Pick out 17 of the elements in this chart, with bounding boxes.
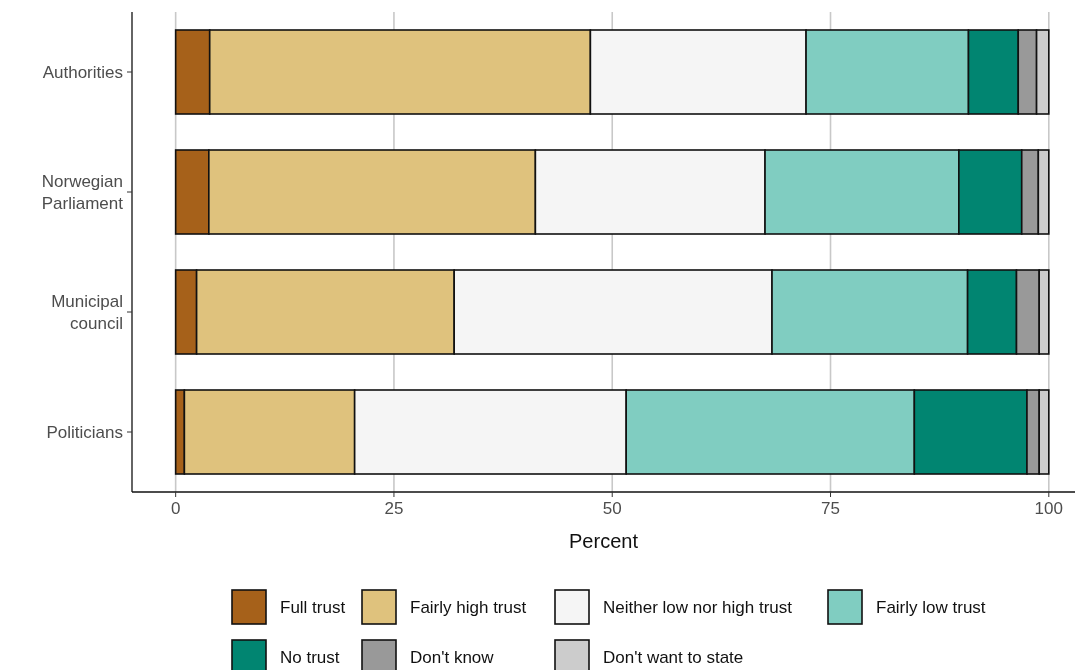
legend-label: Don't know: [410, 648, 495, 667]
x-tick-label: 75: [821, 499, 840, 518]
x-axis-title: Percent: [569, 530, 639, 552]
legend-label: Don't want to state: [603, 648, 744, 667]
legend-label: Full trust: [280, 598, 346, 617]
y-tick-label: Politicians: [46, 423, 123, 442]
x-tick-label: 25: [384, 499, 404, 518]
legend-label: Neither low nor high trust: [603, 598, 793, 617]
x-tick-label: 50: [602, 499, 622, 518]
y-tick-label: Authorities: [42, 63, 123, 82]
legend-label: Fairly high trust: [410, 598, 527, 617]
y-tick-label: Norwegian Parliament: [41, 172, 124, 213]
legend-label: No trust: [280, 648, 340, 667]
y-tick-label: Municipal council: [51, 292, 123, 333]
x-tick-label: 0: [170, 499, 181, 518]
legend-label: Fairly low trust: [876, 598, 986, 617]
x-tick-label: 100: [1034, 499, 1063, 518]
